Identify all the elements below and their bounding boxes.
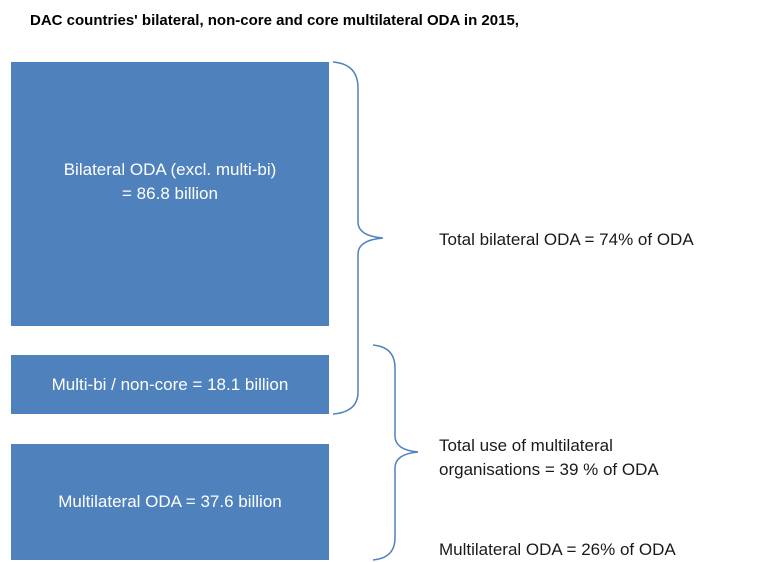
annotation: Multilateral ODA = 26% of ODA [439,538,676,562]
annotation-text: Total use of multilateral [439,436,613,455]
annotation: Total use of multilateral organisations … [439,434,659,482]
multilateral-box: Multilateral ODA = 37.6 billion [11,444,329,560]
box-text: Multilateral ODA = 37.6 billion [58,492,282,511]
bilateral-box: Bilateral ODA (excl. multi-bi) = 86.8 bi… [11,62,329,326]
annotation-text: Multilateral ODA = 26% of ODA [439,540,676,559]
brace [332,61,384,415]
annotation-text: organisations = 39 % of ODA [439,460,659,479]
box-text: Bilateral ODA (excl. multi-bi) [63,160,277,179]
annotation: Total bilateral ODA = 74% of ODA [439,228,694,252]
brace [372,344,419,561]
box-text: = 86.8 billion [122,184,218,203]
title: DAC countries' bilateral, non-core and c… [30,12,519,29]
box-text: Multi-bi / non-core = 18.1 billion [51,374,289,394]
annotation-text: Total bilateral ODA = 74% of ODA [439,230,694,249]
multi-bi-box: Multi-bi / non-core = 18.1 billion [11,355,329,414]
